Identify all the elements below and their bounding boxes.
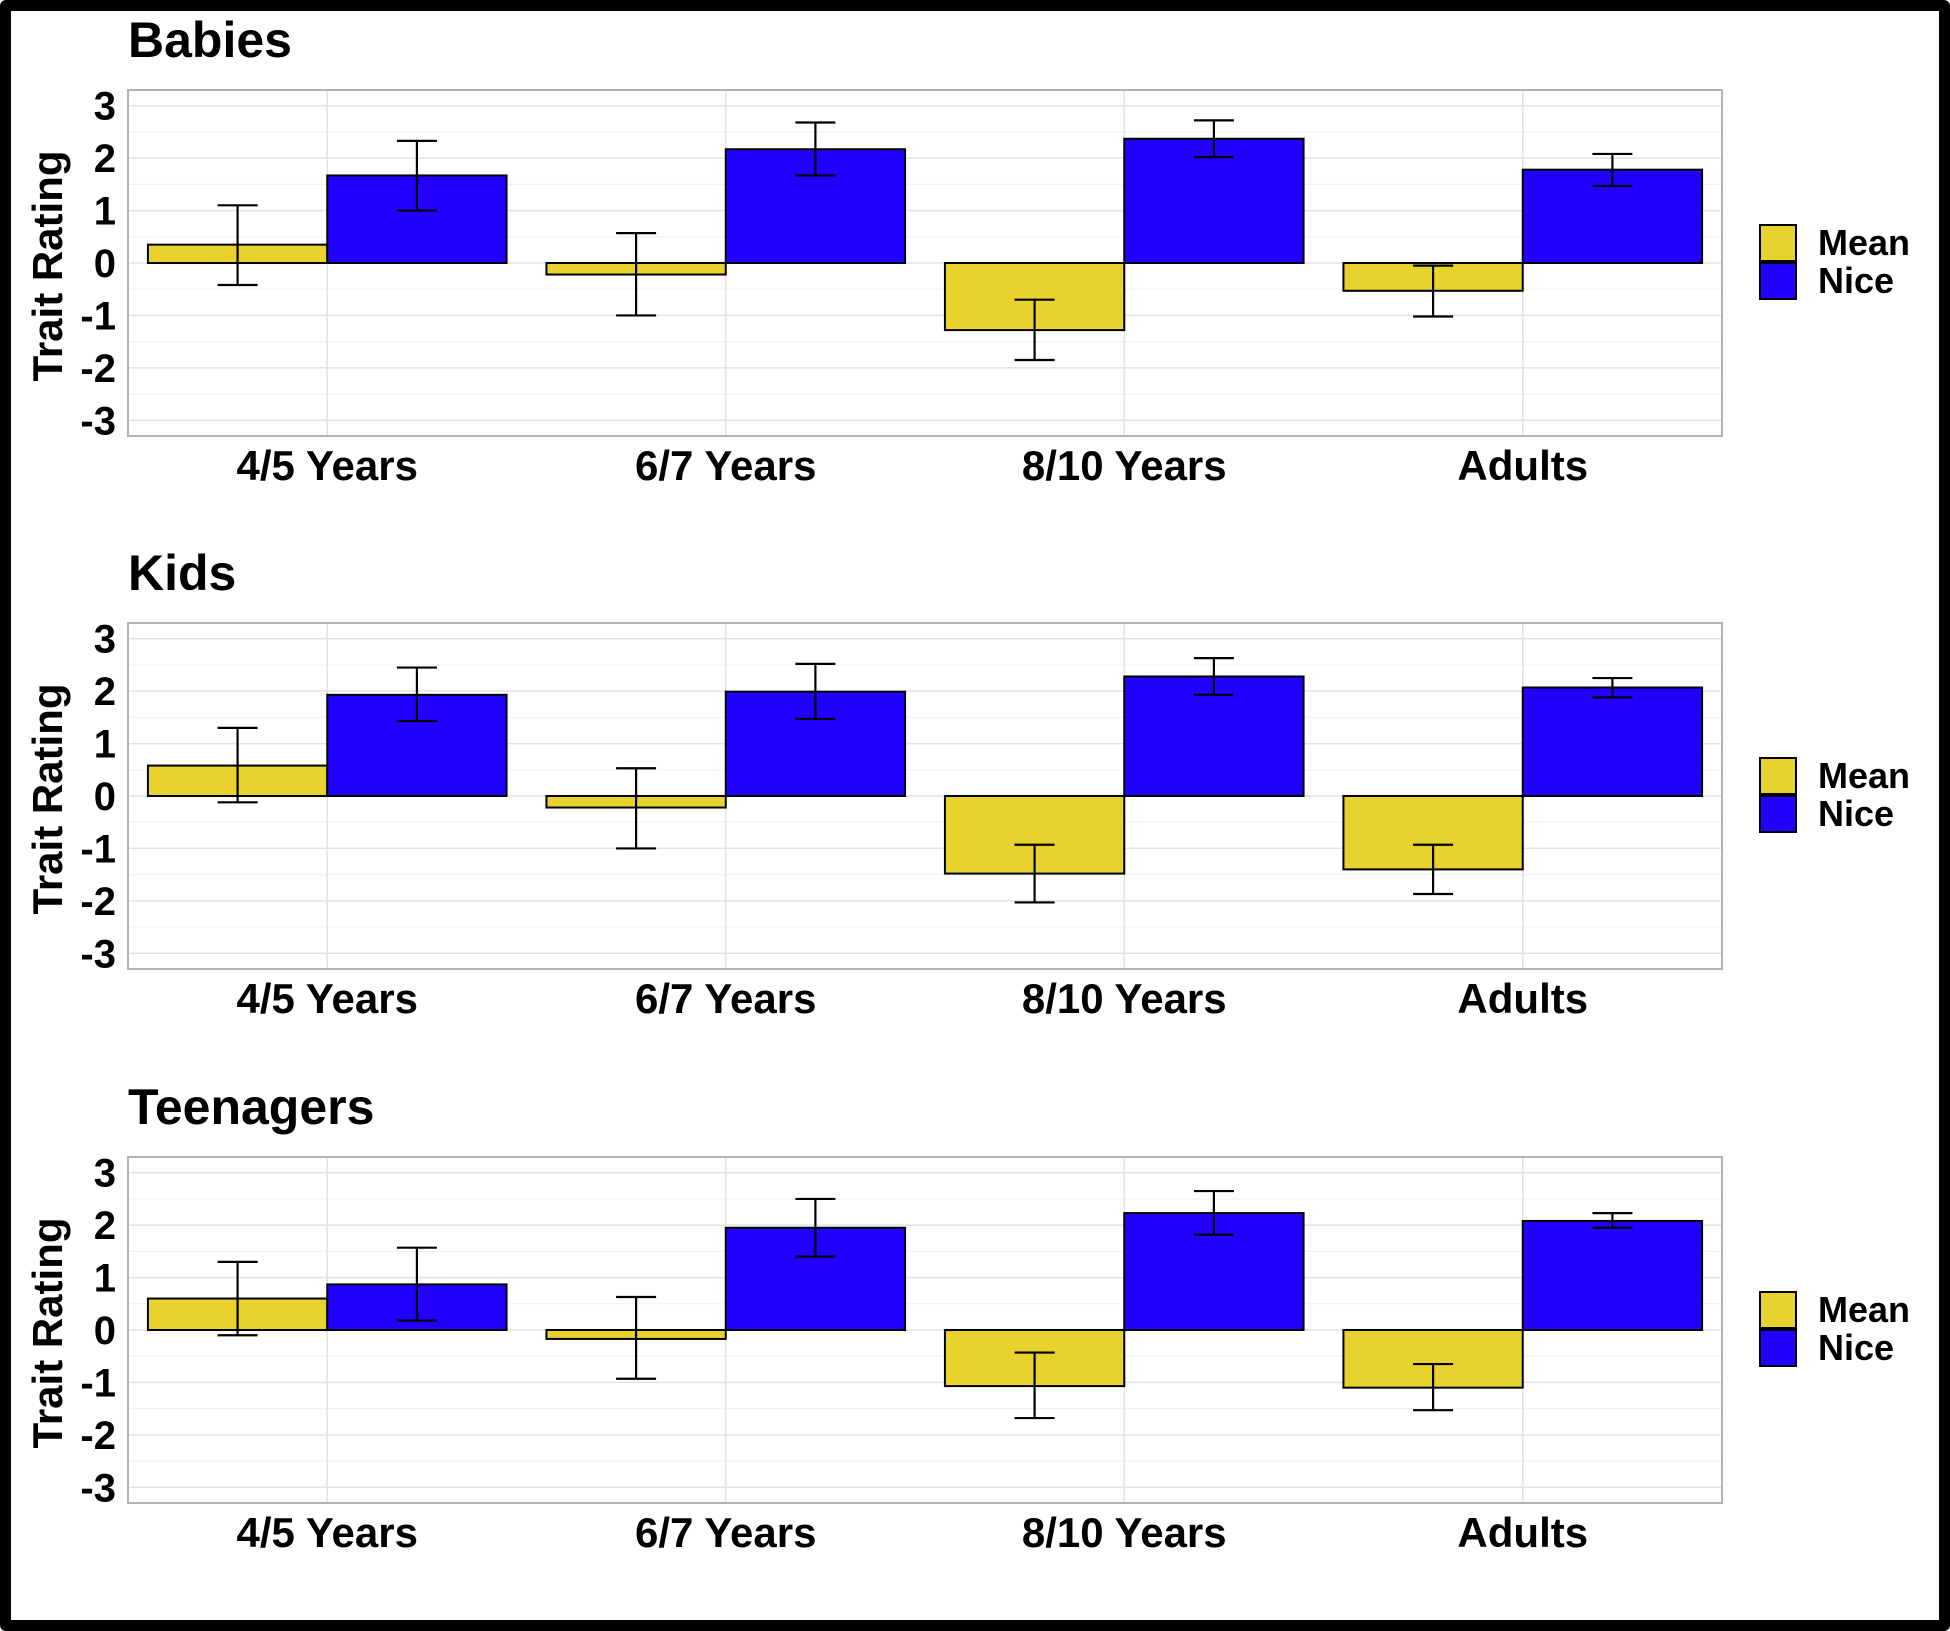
legend-swatch-nice: [1759, 1329, 1797, 1367]
legend-label-nice: Nice: [1818, 260, 1894, 301]
error-bar-nice-0: [396, 139, 437, 212]
x-tick-label: 6/7 Years: [635, 975, 816, 1022]
legend-label-mean: Mean: [1818, 222, 1910, 263]
x-tick-label: 6/7 Years: [635, 442, 816, 489]
error-bar-nice-1: [795, 662, 836, 721]
y-axis-label: Trait Rating: [24, 150, 71, 381]
y-tick-label: -2: [80, 1414, 116, 1458]
bar-nice-3: [1521, 1219, 1704, 1331]
y-tick-label: 2: [94, 670, 116, 714]
error-bar-nice-0: [396, 1246, 437, 1322]
error-bar-mean-1: [616, 767, 657, 850]
error-bar-mean-3: [1413, 843, 1454, 896]
x-tick-label: 6/7 Years: [635, 1509, 816, 1556]
legend-label-nice: Nice: [1818, 1327, 1894, 1368]
x-tick-label: 8/10 Years: [1022, 1509, 1227, 1556]
bar-nice-2: [1123, 137, 1305, 264]
x-tick-label: 4/5 Years: [237, 442, 418, 489]
error-bar-mean-3: [1413, 1362, 1454, 1412]
x-tick-label: 4/5 Years: [237, 1509, 418, 1556]
y-tick-label: -1: [80, 294, 116, 338]
panel-title: Teenagers: [128, 1079, 374, 1135]
error-bar-mean-1: [616, 1295, 657, 1380]
legend-label-nice: Nice: [1818, 793, 1894, 834]
y-tick-label: -1: [80, 1361, 116, 1405]
error-bar-nice-3: [1592, 152, 1633, 188]
y-tick-label: -3: [80, 932, 116, 976]
error-bar-nice-2: [1193, 119, 1234, 159]
error-bar-mean-0: [217, 726, 258, 804]
x-tick-label: 8/10 Years: [1022, 975, 1227, 1022]
y-axis-label: Trait Rating: [24, 1217, 71, 1448]
error-bar-nice-2: [1193, 1189, 1234, 1236]
y-tick-label: 1: [94, 190, 116, 234]
y-tick-label: 2: [94, 1204, 116, 1248]
bar-nice-3: [1521, 686, 1704, 797]
y-tick-label: 0: [94, 775, 116, 819]
x-tick-label: Adults: [1457, 442, 1588, 489]
y-tick-label: 3: [94, 618, 116, 662]
legend-swatch-mean: [1759, 224, 1797, 262]
plot-border: [127, 89, 1723, 437]
legend-label-mean: Mean: [1818, 755, 1910, 796]
error-bar-mean-2: [1014, 298, 1055, 362]
legend-label-mean: Mean: [1818, 1289, 1910, 1330]
error-bar-nice-1: [795, 1197, 836, 1258]
x-tick-label: 8/10 Years: [1022, 442, 1227, 489]
plot-border: [127, 1156, 1723, 1504]
error-bar-mean-2: [1014, 843, 1055, 904]
error-bar-mean-0: [217, 1260, 258, 1337]
y-tick-label: 0: [94, 242, 116, 286]
y-tick-label: 2: [94, 137, 116, 181]
y-tick-label: -3: [80, 399, 116, 443]
y-axis-label: Trait Rating: [24, 683, 71, 914]
y-tick-label: -1: [80, 827, 116, 871]
error-bar-mean-2: [1014, 1351, 1055, 1420]
y-tick-label: 3: [94, 1152, 116, 1196]
legend-swatch-mean: [1759, 757, 1797, 795]
error-bar-nice-0: [396, 666, 437, 723]
x-tick-label: Adults: [1457, 1509, 1588, 1556]
error-bar-nice-1: [795, 121, 836, 177]
y-tick-label: 1: [94, 723, 116, 767]
panel-title: Kids: [128, 545, 236, 601]
legend-swatch-nice: [1759, 795, 1797, 833]
y-tick-label: 0: [94, 1309, 116, 1353]
x-tick-label: Adults: [1457, 975, 1588, 1022]
y-tick-label: -3: [80, 1466, 116, 1510]
error-bar-mean-3: [1413, 264, 1454, 318]
plot-border: [127, 622, 1723, 970]
panel-title: Babies: [128, 12, 292, 68]
y-tick-label: -2: [80, 880, 116, 924]
legend-swatch-mean: [1759, 1291, 1797, 1329]
error-bar-mean-0: [217, 204, 258, 287]
x-tick-label: 4/5 Years: [237, 975, 418, 1022]
error-bar-nice-3: [1592, 676, 1633, 699]
legend-swatch-nice: [1759, 262, 1797, 300]
y-tick-label: 3: [94, 85, 116, 129]
error-bar-nice-3: [1592, 1211, 1633, 1229]
y-tick-label: 1: [94, 1257, 116, 1301]
error-bar-mean-1: [616, 232, 657, 317]
bar-nice-2: [1123, 675, 1305, 797]
y-tick-label: -2: [80, 347, 116, 391]
error-bar-nice-2: [1193, 657, 1234, 696]
